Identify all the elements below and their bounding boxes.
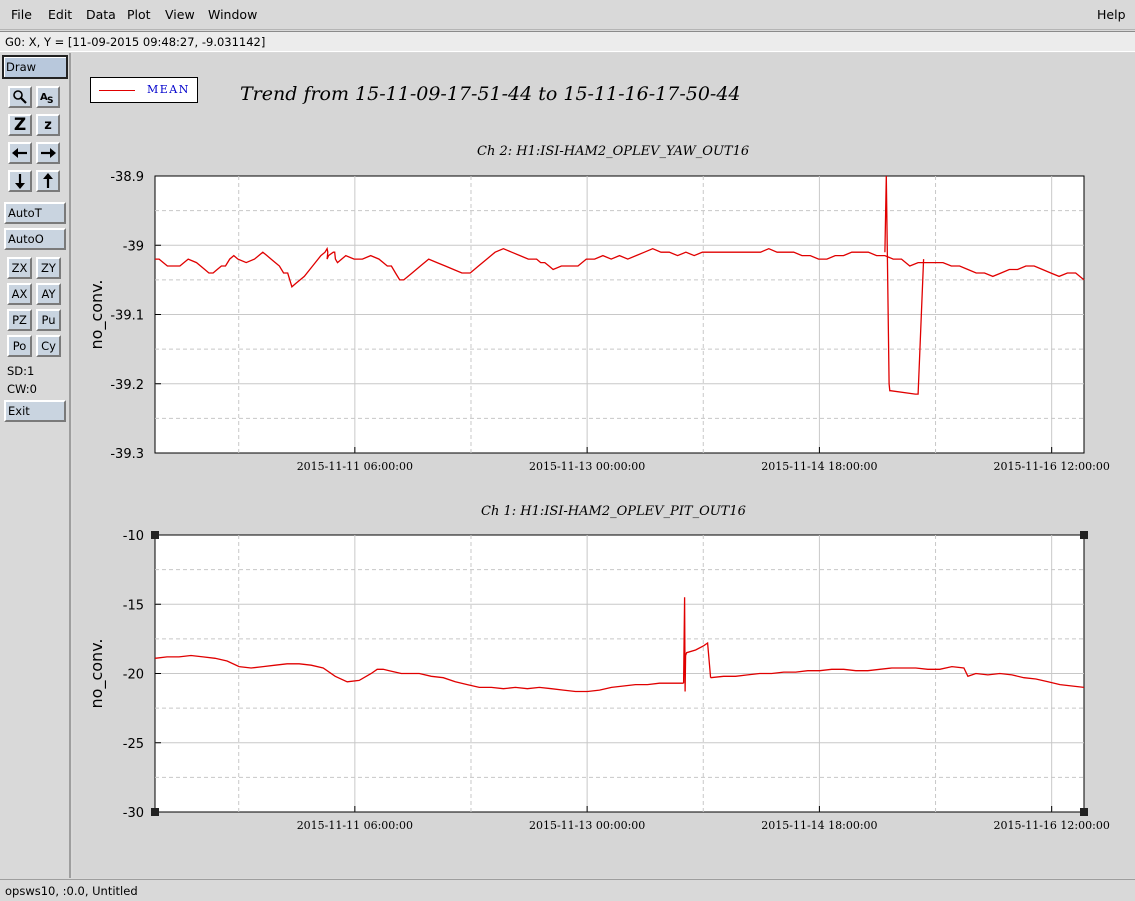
legend-label: MEAN: [147, 83, 190, 96]
arrow-right-icon: [41, 148, 56, 158]
zoom-in-icon: Z: [13, 115, 27, 135]
plot-canvas[interactable]: MEAN Trend from 15-11-09-17-51-44 to 15-…: [73, 53, 1135, 878]
selection-handle: [151, 808, 159, 816]
x-tick-label: 2015-11-16 12:00:00: [994, 819, 1110, 832]
y-tick-label: -39: [123, 239, 144, 254]
y-tick-label: -39.2: [110, 378, 144, 393]
menu-edit[interactable]: Edit: [48, 7, 73, 22]
menu-window[interactable]: Window: [208, 7, 258, 22]
cy-button[interactable]: Cy: [36, 335, 61, 357]
x-tick-label: 2015-11-14 18:00:00: [761, 819, 877, 832]
series-spike-ch1: [682, 597, 712, 692]
coordinate-readout: G0: X, Y = [11-09-2015 09:48:27, -9.0311…: [0, 31, 1135, 52]
selection-handle: [1080, 531, 1088, 539]
menu-data[interactable]: Data: [86, 7, 116, 22]
po-button[interactable]: Po: [7, 335, 32, 357]
x-tick-label: 2015-11-11 06:00:00: [297, 460, 413, 473]
status-bar: opsws10, :0.0, Untitled: [0, 879, 1135, 901]
trend-title: Trend from 15-11-09-17-51-44 to 15-11-16…: [240, 83, 741, 105]
zx-button[interactable]: ZX: [7, 257, 32, 279]
pan-left-button[interactable]: [8, 142, 32, 164]
selection-handle: [1080, 808, 1088, 816]
arrow-left-icon: [12, 148, 27, 158]
zy-button[interactable]: ZY: [36, 257, 61, 279]
svg-text:A: A: [40, 92, 48, 103]
legend-line-swatch: [99, 90, 135, 91]
magnifier-button[interactable]: [8, 86, 32, 108]
pu-button[interactable]: Pu: [36, 309, 61, 331]
legend: MEAN: [90, 77, 198, 103]
selection-handle: [151, 531, 159, 539]
y-tick-label: -10: [123, 529, 144, 544]
plots-svg[interactable]: 2015-11-11 06:00:00 2015-11-13 00:00:00 20…: [73, 53, 1135, 878]
draw-button[interactable]: Draw: [2, 55, 68, 79]
autoo-button[interactable]: AutoO: [4, 228, 66, 250]
series-spike-ch2: [884, 175, 925, 395]
pan-down-button[interactable]: [8, 170, 32, 192]
y-tick-label: -38.9: [110, 170, 144, 185]
y-axis-label: no_conv.: [87, 280, 107, 350]
menu-file[interactable]: File: [11, 7, 32, 22]
magnifier-icon: [13, 90, 27, 104]
zoom-out-button[interactable]: z: [36, 114, 60, 136]
series-line-ch2-0: [155, 246, 1085, 288]
menu-bar: File Edit Data Plot View Window Help: [0, 0, 1135, 30]
x-tick-label: 2015-11-14 18:00:00: [761, 460, 877, 473]
x-tick-label: 2015-11-16 12:00:00: [994, 460, 1110, 473]
pan-up-button[interactable]: [36, 170, 60, 192]
pan-right-button[interactable]: [36, 142, 60, 164]
series-line-ch1-1: [710, 665, 1085, 689]
menu-help[interactable]: Help: [1097, 7, 1126, 22]
y-tick-label: -25: [123, 737, 144, 752]
pz-button[interactable]: PZ: [7, 309, 32, 331]
y-tick-label: -39.1: [110, 309, 144, 324]
arrow-up-icon: [43, 173, 53, 188]
menu-plot[interactable]: Plot: [127, 7, 151, 22]
x-tick-label: 2015-11-13 00:00:00: [529, 460, 645, 473]
x-tick-label: 2015-11-13 00:00:00: [529, 819, 645, 832]
zoom-in-button[interactable]: Z: [8, 114, 32, 136]
ax-button[interactable]: AX: [7, 283, 32, 305]
series-line-ch1-0: [154, 654, 684, 693]
y-tick-label: -15: [123, 598, 144, 613]
zoom-out-icon: z: [44, 117, 52, 133]
menu-view[interactable]: View: [165, 7, 195, 22]
cw-readout: CW:0: [7, 382, 37, 396]
sd-readout: SD:1: [7, 364, 35, 378]
plot-title-ch2: Ch 2: H1:ISI-HAM2_OPLEV_YAW_OUT16: [477, 144, 750, 159]
x-tick-label: 2015-11-11 06:00:00: [297, 819, 413, 832]
ay-button[interactable]: AY: [36, 283, 61, 305]
y-tick-label: -30: [123, 806, 144, 821]
y-axis-label: no_conv.: [87, 639, 107, 709]
autot-button[interactable]: AutoT: [4, 202, 66, 224]
y-tick-label: -20: [123, 668, 144, 683]
y-tick-label: -39.3: [110, 447, 144, 462]
exit-button[interactable]: Exit: [4, 400, 66, 422]
arrow-down-icon: [15, 174, 25, 189]
svg-text:S: S: [47, 96, 53, 105]
plot-title-ch1: Ch 1: H1:ISI-HAM2_OPLEV_PIT_OUT16: [481, 504, 746, 519]
